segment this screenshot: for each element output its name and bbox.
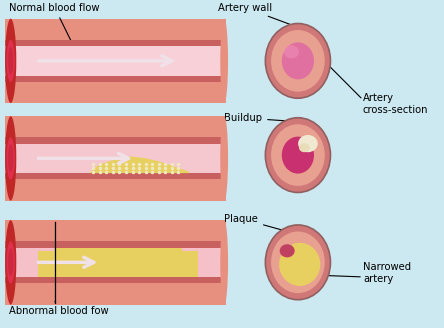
Polygon shape: [5, 40, 226, 82]
Polygon shape: [5, 241, 226, 283]
Polygon shape: [54, 248, 182, 257]
Ellipse shape: [282, 136, 314, 174]
Polygon shape: [5, 173, 226, 179]
Polygon shape: [5, 40, 226, 46]
Ellipse shape: [266, 225, 330, 300]
Polygon shape: [5, 137, 226, 179]
Ellipse shape: [7, 137, 15, 179]
Ellipse shape: [5, 116, 16, 201]
Polygon shape: [5, 82, 226, 103]
Ellipse shape: [8, 47, 13, 74]
Polygon shape: [5, 137, 226, 144]
Polygon shape: [5, 76, 226, 82]
Polygon shape: [5, 220, 226, 241]
Text: Narrowed
artery: Narrowed artery: [363, 262, 411, 284]
Ellipse shape: [8, 249, 13, 276]
Ellipse shape: [266, 118, 330, 193]
Ellipse shape: [5, 19, 16, 103]
Ellipse shape: [271, 30, 325, 92]
Ellipse shape: [284, 45, 299, 58]
Ellipse shape: [266, 24, 330, 98]
Polygon shape: [38, 251, 198, 277]
Polygon shape: [5, 241, 226, 248]
Polygon shape: [5, 283, 226, 305]
Ellipse shape: [282, 244, 314, 281]
Ellipse shape: [279, 243, 320, 286]
Ellipse shape: [7, 40, 15, 82]
Text: Buildup: Buildup: [224, 113, 293, 123]
Ellipse shape: [8, 145, 13, 172]
Text: Artery wall: Artery wall: [218, 3, 293, 26]
Polygon shape: [5, 277, 226, 283]
Text: Plaque: Plaque: [224, 214, 291, 233]
Ellipse shape: [220, 116, 228, 201]
Ellipse shape: [271, 124, 325, 186]
Text: Artery
cross-section: Artery cross-section: [363, 93, 428, 115]
Ellipse shape: [220, 220, 228, 305]
Polygon shape: [5, 179, 226, 201]
Ellipse shape: [298, 135, 318, 152]
Polygon shape: [5, 19, 226, 40]
Polygon shape: [5, 116, 226, 137]
Ellipse shape: [271, 232, 325, 293]
Text: Abnormal blood fow: Abnormal blood fow: [9, 301, 109, 316]
Polygon shape: [89, 156, 189, 173]
Ellipse shape: [282, 42, 314, 79]
Ellipse shape: [280, 244, 295, 257]
Ellipse shape: [220, 19, 228, 103]
Text: Normal blood flow: Normal blood flow: [9, 3, 100, 45]
Ellipse shape: [299, 143, 310, 152]
Ellipse shape: [7, 241, 15, 283]
Ellipse shape: [5, 220, 16, 305]
